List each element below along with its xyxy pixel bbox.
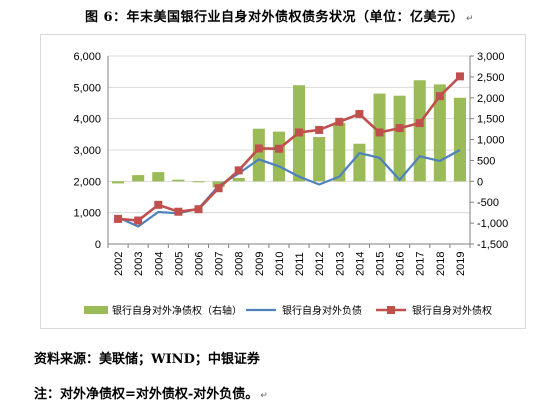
x-tick-label: 2009 xyxy=(254,252,266,276)
right-tick-label: 1,000 xyxy=(477,135,505,147)
claims-point-2016 xyxy=(395,124,404,133)
net-claims-bar-2018 xyxy=(433,84,446,182)
net-claims-bar-2009 xyxy=(252,128,265,182)
x-tick-label: 2018 xyxy=(435,252,447,276)
net-claims-bar-2003 xyxy=(132,175,145,182)
claims-point-2012 xyxy=(315,125,324,134)
net-claims-bar-2014 xyxy=(353,143,366,182)
right-tick-label: 3,000 xyxy=(477,51,505,63)
claims-point-2009 xyxy=(254,144,263,153)
x-tick-label: 2002 xyxy=(113,252,125,276)
right-tick-label: 2,000 xyxy=(477,93,505,105)
x-tick-label: 2014 xyxy=(354,252,366,276)
left-tick-label: 0 xyxy=(95,239,101,251)
legend-label-claims: 银行自身对外债权 xyxy=(412,304,492,317)
net-claims-bar-2010 xyxy=(272,131,285,182)
x-tick-label: 2010 xyxy=(274,252,286,276)
claims-point-2013 xyxy=(335,117,344,126)
chart-title: 图 6：年末美国银行业自身对外债权债务状况（单位：亿美元） ↵ xyxy=(84,10,475,25)
claims-point-2014 xyxy=(355,109,364,118)
x-tick-label: 2004 xyxy=(153,252,165,276)
net-claims-bar-2019 xyxy=(453,97,466,182)
net-claims-bar-2013 xyxy=(333,122,346,182)
right-tick-label: -1,500 xyxy=(477,239,508,251)
legend-claims-marker xyxy=(387,306,395,314)
left-tick-label: 3,000 xyxy=(73,145,101,157)
x-tick-label: 2011 xyxy=(294,252,306,276)
claims-point-2010 xyxy=(274,144,283,153)
right-tick-label: 500 xyxy=(477,155,495,167)
right-tick-label: 1,500 xyxy=(477,114,505,126)
net-claims-bar-2017 xyxy=(413,80,426,182)
x-tick-label: 2019 xyxy=(455,252,467,276)
net-claims-bar-2004 xyxy=(152,172,165,182)
legend-label-net-claims: 银行自身对外净债权（右轴） xyxy=(112,304,242,317)
x-tick-label: 2008 xyxy=(234,252,246,276)
left-tick-label: 5,000 xyxy=(73,82,101,94)
claims-point-2018 xyxy=(435,92,444,101)
legend-bar-swatch xyxy=(84,306,108,314)
net-claims-bar-2006 xyxy=(192,181,205,183)
x-tick-label: 2012 xyxy=(314,252,326,276)
right-tick-label: 0 xyxy=(477,176,483,188)
right-tick-label: 2,500 xyxy=(477,72,505,84)
x-tick-label: 2015 xyxy=(375,252,387,276)
claims-point-2004 xyxy=(154,200,163,209)
x-tick-label: 2007 xyxy=(214,252,226,276)
net-claims-bar-2002 xyxy=(112,181,125,184)
claims-point-2003 xyxy=(134,216,143,225)
net-claims-bar-2008 xyxy=(232,177,245,182)
x-tick-label: 2005 xyxy=(173,252,185,276)
combo-chart: 0 1,000 2,000 3,000 4,000 5,000 6,000 -1,500 -1,… xyxy=(40,34,526,329)
net-claims-bar-2012 xyxy=(313,137,326,182)
x-tick-label: 2017 xyxy=(415,252,427,276)
paragraph-mark: ↵ xyxy=(466,14,475,24)
claims-point-2019 xyxy=(455,72,464,81)
legend-label-liabilities: 银行自身对外负债 xyxy=(282,304,362,317)
paragraph-mark: ↵ xyxy=(260,391,268,401)
claims-point-2005 xyxy=(174,207,183,216)
footnote: 注：对外净债权=对外债权-对外负债。 ↵ xyxy=(34,387,268,402)
claims-point-2008 xyxy=(234,166,243,175)
claims-point-2017 xyxy=(415,119,424,128)
claims-point-2011 xyxy=(295,128,304,137)
left-tick-label: 4,000 xyxy=(73,114,101,126)
x-tick-label: 2013 xyxy=(334,252,346,276)
net-claims-bar-2016 xyxy=(393,95,406,182)
left-tick-label: 6,000 xyxy=(73,51,101,63)
net-claims-bar-2015 xyxy=(373,93,386,182)
claims-point-2006 xyxy=(194,205,203,214)
left-tick-label: 2,000 xyxy=(73,176,101,188)
x-tick-label: 2003 xyxy=(133,252,145,276)
net-claims-bar-2005 xyxy=(172,179,185,182)
source-note: 资料来源：美联储；WIND；中银证券 xyxy=(34,352,260,367)
x-tick-label: 2006 xyxy=(194,252,206,276)
left-tick-label: 1,000 xyxy=(73,208,101,220)
claims-point-2007 xyxy=(214,184,223,193)
x-tick-label: 2016 xyxy=(395,252,407,276)
right-tick-label: -500 xyxy=(477,197,499,209)
claims-point-2002 xyxy=(114,214,123,223)
claims-point-2015 xyxy=(375,128,384,137)
right-tick-label: -1,000 xyxy=(477,218,508,230)
